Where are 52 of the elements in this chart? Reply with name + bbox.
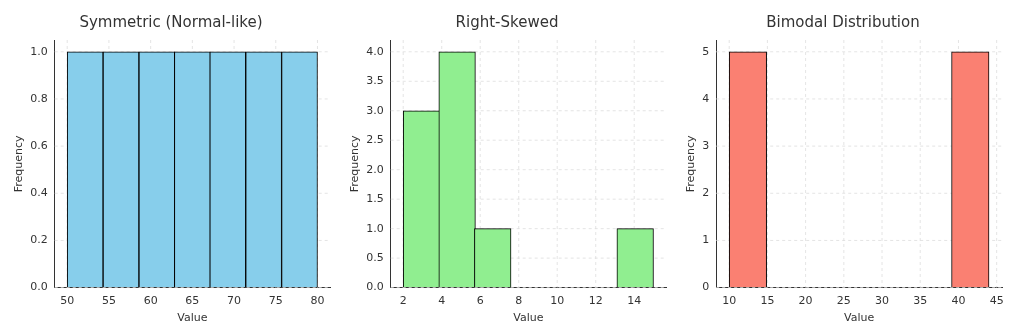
y-tick-label: 1	[702, 233, 710, 247]
y-tick-label: 0.2	[30, 233, 48, 247]
x-tick-label: 45	[989, 294, 1004, 308]
x-tick-label: 10	[550, 294, 565, 308]
x-tick-label: 80	[310, 294, 325, 308]
x-tick-label: 6	[476, 294, 484, 308]
y-tick-label: 5	[702, 44, 710, 58]
chart-title: Symmetric (Normal-like)	[79, 12, 263, 31]
x-tick-label: 10	[722, 294, 737, 308]
x-tick-label: 50	[60, 294, 75, 308]
y-tick-label: 0.6	[30, 138, 48, 152]
x-axis-title: Value	[513, 311, 544, 325]
x-tick-label: 4	[438, 294, 446, 308]
y-tick-label: 1.0	[30, 44, 48, 58]
y-tick-label: 0.5	[366, 250, 384, 264]
y-axis-title: Frequency	[12, 134, 26, 193]
y-tick-label: 0.0	[30, 280, 48, 294]
x-tick-label: 25	[836, 294, 851, 308]
x-tick-label: 15	[760, 294, 775, 308]
y-tick-label: 0.4	[30, 186, 48, 200]
x-tick-label: 30	[875, 294, 890, 308]
x-tick-label: 70	[227, 294, 242, 308]
y-tick-label: 1.0	[366, 221, 384, 235]
y-tick-label: 0.0	[366, 280, 384, 294]
chart-title: Bimodal Distribution	[766, 12, 920, 31]
x-tick-label: 2	[399, 294, 407, 308]
y-tick-label: 3	[702, 138, 710, 152]
x-tick-label: 60	[143, 294, 158, 308]
x-tick-label: 35	[913, 294, 928, 308]
y-tick-label: 2	[702, 186, 710, 200]
y-tick-label: 3.5	[366, 74, 384, 88]
x-axis-title: Value	[843, 311, 875, 325]
y-axis-title: Frequency	[348, 134, 362, 193]
x-tick-label: 12	[588, 294, 603, 308]
y-tick-label: 0.8	[30, 91, 48, 105]
chart-title: Right-Skewed	[455, 12, 559, 31]
x-tick-label: 55	[101, 294, 116, 308]
y-tick-label: 0	[702, 280, 710, 294]
x-axis-title: Value	[177, 311, 208, 325]
y-tick-label: 4	[702, 91, 710, 105]
x-tick-label: 40	[951, 294, 966, 308]
x-tick-label: 14	[627, 294, 642, 308]
y-axis-title: Frequency	[684, 134, 698, 193]
x-tick-label: 65	[185, 294, 200, 308]
x-tick-label: 75	[268, 294, 283, 308]
x-tick-label: 8	[515, 294, 523, 308]
x-tick-label: 20	[798, 294, 813, 308]
y-tick-label: 4.0	[366, 44, 384, 58]
y-tick-label: 2.0	[366, 162, 384, 176]
y-tick-label: 1.5	[366, 192, 384, 206]
y-tick-label: 2.5	[366, 133, 384, 147]
y-tick-label: 3.0	[366, 103, 384, 117]
